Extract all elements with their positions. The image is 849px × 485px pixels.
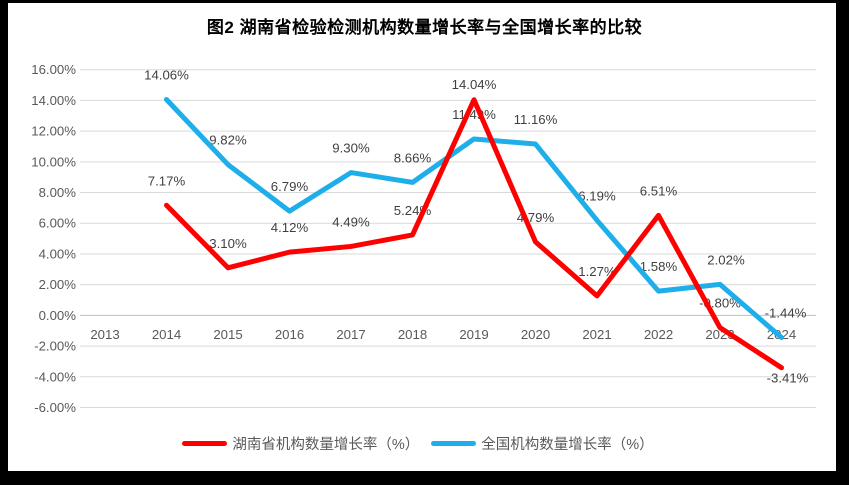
data-label: 11.49% — [452, 107, 496, 122]
series-line-hunan — [164, 97, 784, 371]
y-axis-tick-label: 12.00% — [31, 124, 76, 139]
data-label: 14.06% — [144, 67, 189, 82]
y-axis-tick-label: 10.00% — [31, 154, 76, 169]
data-label: 9.82% — [209, 133, 247, 148]
chart-background — [8, 3, 836, 471]
data-label: 9.30% — [332, 141, 370, 156]
chart-title: 图2 湖南省检验检测机构数量增长率与全国增长率的比较 — [206, 18, 643, 37]
data-label: 1.58% — [640, 259, 678, 274]
data-label: -1.44% — [765, 305, 807, 320]
x-axis-tick-label: 2017 — [336, 327, 365, 342]
y-axis-tick-label: 2.00% — [39, 277, 77, 292]
legend-item-hunan: 湖南省机构数量增长率（%） — [182, 433, 419, 454]
y-axis-tick-label: -4.00% — [34, 369, 76, 384]
data-label: 2.02% — [707, 252, 745, 267]
y-axis-tick-label: 0.00% — [39, 308, 77, 323]
y-axis-tick-label: 16.00% — [31, 62, 76, 77]
x-axis-tick-label: 2016 — [275, 327, 304, 342]
data-label: 4.12% — [271, 220, 309, 235]
data-label: -3.41% — [767, 371, 809, 386]
data-label: 8.66% — [394, 150, 432, 165]
data-label: 14.04% — [452, 77, 497, 92]
y-axis-tick-label: 6.00% — [39, 216, 77, 231]
y-axis-tick-label: 14.00% — [31, 93, 76, 108]
data-label: 7.17% — [148, 173, 186, 188]
data-label: 4.49% — [332, 214, 370, 229]
data-label: 1.27% — [578, 264, 616, 279]
data-label: 6.51% — [640, 183, 678, 198]
y-axis-tick-label: 4.00% — [39, 246, 77, 261]
legend-swatch-national-line — [431, 441, 477, 446]
x-axis-tick-label: 2015 — [213, 327, 242, 342]
data-label: 11.16% — [514, 112, 558, 127]
data-label: 3.10% — [209, 236, 247, 251]
x-axis-tick-label: 2022 — [644, 327, 673, 342]
legend-label-national: 全国机构数量增长率（%） — [481, 437, 654, 453]
x-axis-tick-label: 2019 — [459, 327, 488, 342]
x-axis-tick-label: 2020 — [521, 327, 550, 342]
legend-label-hunan: 湖南省机构数量增长率（%） — [232, 437, 420, 453]
chart-legend: 湖南省机构数量增长率（%） 全国机构数量增长率（%） — [0, 433, 836, 454]
series-line-national — [164, 96, 784, 340]
x-axis-tick-label: 2013 — [90, 327, 119, 342]
x-axis-tick-label: 2018 — [398, 327, 427, 342]
y-axis-tick-label: 8.00% — [39, 185, 77, 200]
y-axis-tick-label: -6.00% — [34, 400, 76, 415]
x-axis-tick-label: 2014 — [152, 327, 181, 342]
data-label: 6.79% — [271, 179, 309, 194]
y-axis-tick-label: -2.00% — [34, 339, 76, 354]
legend-swatch-hunan-line — [182, 441, 228, 446]
legend-item-national: 全国机构数量增长率（%） — [431, 433, 654, 454]
x-axis-tick-label: 2021 — [582, 327, 611, 342]
data-label: 6.19% — [578, 188, 616, 203]
